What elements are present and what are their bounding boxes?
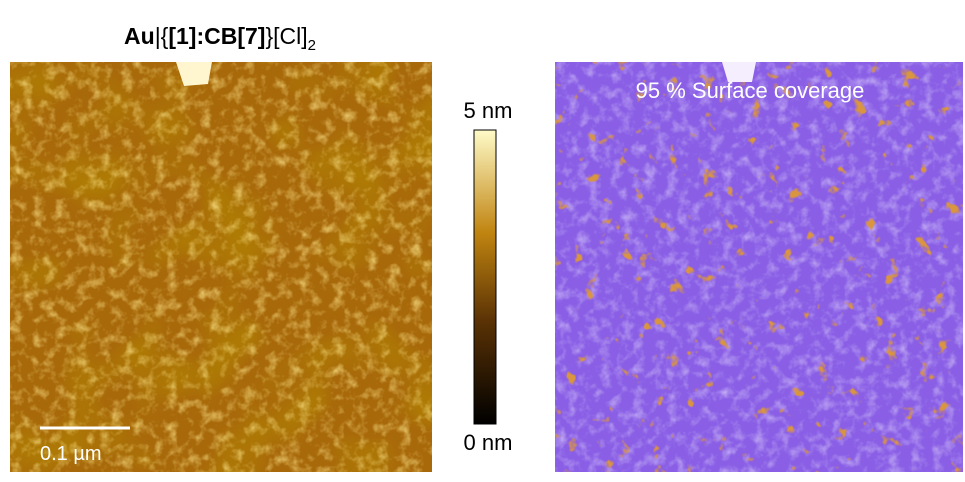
colorbar-max-label: 5 nm — [464, 98, 513, 123]
title-part: }[Cl] — [265, 23, 307, 49]
uncovered-areas — [555, 62, 963, 472]
image-texture — [10, 62, 432, 472]
colorbar: 5 nm 0 nm — [464, 98, 513, 455]
afm-height-image: 0.1 µm — [10, 62, 432, 472]
figure-title: Au|{[1]:CB[7]}[Cl]2 — [124, 23, 316, 54]
colorbar-min-label: 0 nm — [464, 430, 513, 455]
scale-bar-label: 0.1 µm — [40, 443, 102, 465]
colorbar-gradient — [474, 130, 496, 424]
figure: Au|{[1]:CB[7]}[Cl]2 0.1 µm 5 nm 0 nm 95 … — [0, 0, 965, 477]
coverage-image: 95 % Surface coverage — [555, 62, 963, 472]
title-subscript: 2 — [308, 37, 316, 54]
title-part: [1]:CB[7] — [168, 23, 265, 49]
title-part: |{ — [155, 23, 169, 49]
page: Au|{[1]:CB[7]}[Cl]2 0.1 µm 5 nm 0 nm 95 … — [0, 0, 965, 482]
title-part: Au — [124, 23, 155, 49]
coverage-annotation: 95 % Surface coverage — [636, 78, 865, 103]
